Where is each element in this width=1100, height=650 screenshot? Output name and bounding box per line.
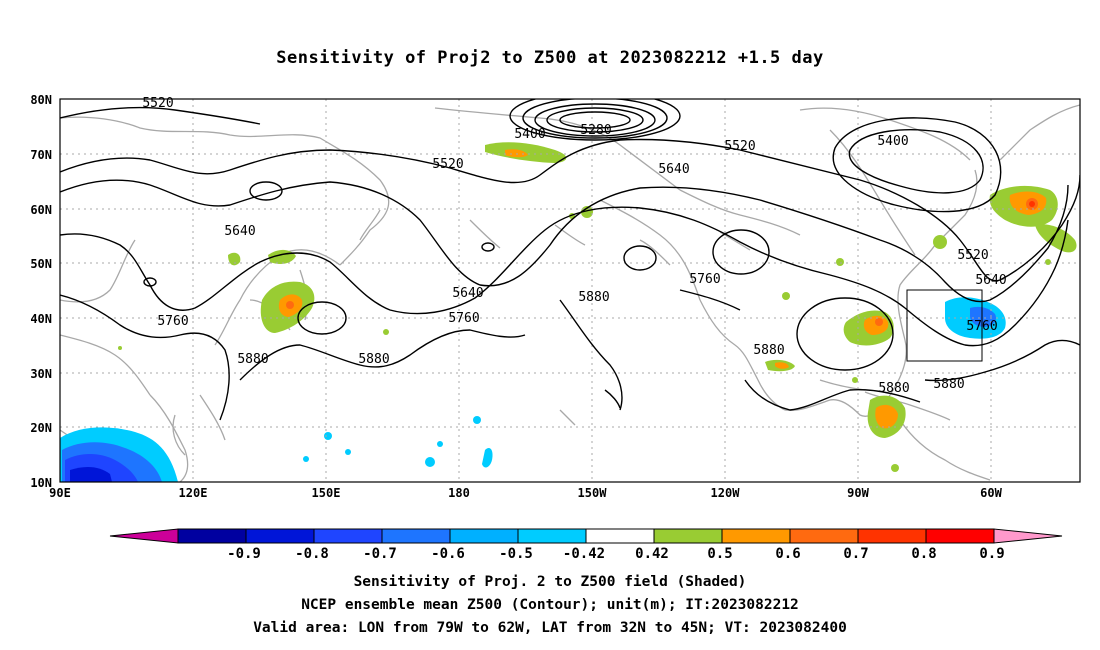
colorbar-high-triangle bbox=[993, 528, 1063, 544]
contour-label: 5880 bbox=[237, 352, 268, 367]
lat-label: 10N bbox=[30, 476, 52, 490]
contour-label: 5520 bbox=[142, 96, 173, 111]
footer-line-contour: NCEP ensemble mean Z500 (Contour); unit(… bbox=[301, 597, 799, 613]
positive-sensitivity-shading bbox=[118, 142, 1077, 472]
contour-label: 5640 bbox=[224, 224, 255, 239]
coastlines bbox=[60, 104, 1080, 482]
colorbar-low-triangle bbox=[109, 528, 179, 544]
contour-label: 5880 bbox=[578, 290, 609, 305]
lon-label: 90W bbox=[847, 486, 869, 500]
colorbar-tick-label: 0.9 bbox=[979, 546, 1004, 562]
lon-label: 120W bbox=[711, 486, 741, 500]
footer-line-valid-area: Valid area: LON from 79W to 62W, LAT fro… bbox=[253, 620, 847, 636]
contour-label: 5760 bbox=[966, 319, 997, 334]
map-frame bbox=[59, 98, 1081, 483]
lon-label: 120E bbox=[179, 486, 208, 500]
colorbar-segment bbox=[177, 528, 247, 544]
colorbar-tick-label: 0.6 bbox=[775, 546, 800, 562]
contour-label: 5760 bbox=[448, 311, 479, 326]
contour-label: 5640 bbox=[975, 273, 1006, 288]
z500-contours bbox=[60, 99, 1080, 421]
contour-label: 5520 bbox=[432, 157, 463, 172]
colorbar-tick-label: -0.7 bbox=[363, 546, 397, 562]
contour-labels: 5520 5280 5400 5520 5520 5400 5640 5640 5640 5760… bbox=[142, 96, 1006, 396]
contour-label: 5640 bbox=[452, 286, 483, 301]
lon-label: 150E bbox=[312, 486, 341, 500]
longitude-axis: 90E 120E 150E 180 150W 120W 90W 60W bbox=[49, 486, 1002, 500]
contour-label: 5880 bbox=[878, 381, 909, 396]
colorbar-segment bbox=[789, 528, 859, 544]
contour-label: 5880 bbox=[753, 343, 784, 358]
colorbar: -0.9 -0.8 -0.7 -0.6 -0.5 -0.42 0.42 0.5 0.6 0.7 0.… bbox=[109, 528, 1063, 562]
lat-label: 50N bbox=[30, 257, 52, 271]
colorbar-segment bbox=[517, 528, 587, 544]
colorbar-segment bbox=[653, 528, 723, 544]
latitude-axis: 80N 70N 60N 50N 40N 30N 20N 10N bbox=[30, 93, 52, 490]
contour-label: 5760 bbox=[157, 314, 188, 329]
colorbar-segment bbox=[381, 528, 451, 544]
colorbar-segment bbox=[925, 528, 995, 544]
lat-label: 60N bbox=[30, 203, 52, 217]
colorbar-segment bbox=[449, 528, 519, 544]
footer-line-shaded: Sensitivity of Proj. 2 to Z500 field (Sh… bbox=[353, 574, 747, 590]
contour-label: 5640 bbox=[658, 162, 689, 177]
colorbar-tick-label: 0.8 bbox=[911, 546, 936, 562]
lat-label: 40N bbox=[30, 312, 52, 326]
colorbar-tick-label: -0.6 bbox=[431, 546, 465, 562]
contour-label: 5400 bbox=[877, 134, 908, 149]
lat-label: 70N bbox=[30, 148, 52, 162]
colorbar-segment bbox=[313, 528, 383, 544]
contour-label: 5760 bbox=[689, 272, 720, 287]
colorbar-segment bbox=[585, 528, 655, 544]
negative-sensitivity-shading bbox=[60, 297, 1006, 482]
colorbar-tick-label: -0.8 bbox=[295, 546, 329, 562]
contour-label: 5880 bbox=[933, 377, 964, 392]
lon-label: 60W bbox=[980, 486, 1002, 500]
colorbar-segment bbox=[721, 528, 791, 544]
colorbar-segment bbox=[245, 528, 315, 544]
valid-area-box bbox=[906, 289, 983, 362]
colorbar-tick-label: 0.42 bbox=[635, 546, 669, 562]
colorbar-tick-label: -0.42 bbox=[563, 546, 605, 562]
lon-label: 150W bbox=[578, 486, 608, 500]
lon-label: 180 bbox=[448, 486, 470, 500]
colorbar-tick-label: -0.9 bbox=[227, 546, 261, 562]
lat-label: 80N bbox=[30, 93, 52, 107]
contour-label: 5400 bbox=[514, 127, 545, 142]
lon-label: 90E bbox=[49, 486, 71, 500]
contour-label: 5280 bbox=[580, 123, 611, 138]
chart-title: Sensitivity of Proj2 to Z500 at 20230822… bbox=[276, 48, 824, 68]
contour-label: 5520 bbox=[957, 248, 988, 263]
lat-label: 30N bbox=[30, 367, 52, 381]
colorbar-tick-label: -0.5 bbox=[499, 546, 533, 562]
colorbar-tick-label: 0.5 bbox=[707, 546, 732, 562]
colorbar-tick-label: 0.7 bbox=[843, 546, 868, 562]
contour-label: 5520 bbox=[724, 139, 755, 154]
contour-label: 5880 bbox=[358, 352, 389, 367]
gridlines bbox=[60, 99, 1080, 482]
colorbar-segment bbox=[857, 528, 927, 544]
lat-label: 20N bbox=[30, 421, 52, 435]
